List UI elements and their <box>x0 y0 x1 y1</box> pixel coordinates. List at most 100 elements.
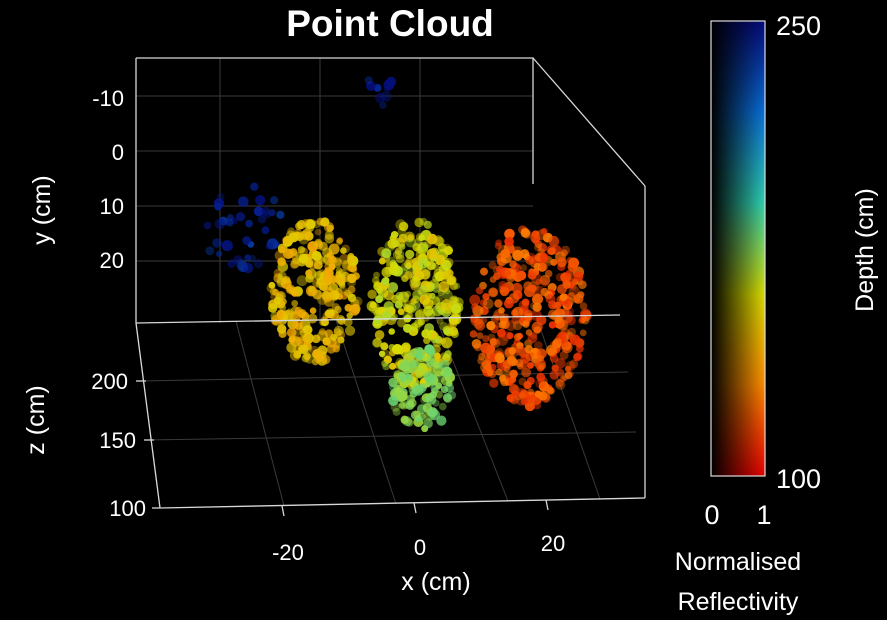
point <box>493 272 501 280</box>
point <box>282 276 291 284</box>
point <box>580 308 591 320</box>
point <box>279 304 287 312</box>
grid-line <box>139 371 629 382</box>
point <box>388 395 399 406</box>
point <box>494 353 505 364</box>
point <box>511 282 523 294</box>
point <box>323 296 335 307</box>
point <box>414 310 425 320</box>
point <box>261 206 271 216</box>
point <box>407 234 414 241</box>
point <box>373 315 383 325</box>
point <box>331 303 340 312</box>
point <box>540 278 549 287</box>
point <box>381 266 393 278</box>
point <box>412 289 423 300</box>
point <box>307 313 318 324</box>
point <box>376 286 383 294</box>
grid-line <box>335 319 397 505</box>
point <box>277 246 286 254</box>
point <box>480 361 492 373</box>
point <box>489 378 499 388</box>
point <box>423 371 434 382</box>
point <box>576 344 584 353</box>
point <box>407 398 417 408</box>
point <box>429 409 440 421</box>
point <box>342 260 353 272</box>
point <box>404 379 411 386</box>
point <box>277 257 286 267</box>
point <box>568 333 577 342</box>
point <box>412 243 421 252</box>
point <box>437 375 445 383</box>
point <box>339 254 350 265</box>
x-axis-label: x (cm) <box>401 568 470 596</box>
point <box>405 418 414 427</box>
point <box>573 271 584 282</box>
point <box>529 284 537 292</box>
point <box>341 259 352 270</box>
top-right-edge <box>532 57 646 187</box>
point <box>405 249 415 259</box>
point <box>390 261 399 270</box>
point <box>417 257 429 269</box>
point <box>509 369 518 379</box>
point <box>536 372 546 382</box>
point <box>368 302 380 314</box>
point <box>475 286 484 295</box>
point <box>421 329 431 339</box>
colorbar-label: Depth (cm) <box>851 188 879 312</box>
point <box>446 276 456 286</box>
point <box>482 335 490 343</box>
point <box>397 227 407 237</box>
point <box>447 390 457 400</box>
point <box>434 254 446 266</box>
point <box>564 365 572 373</box>
point <box>500 377 509 387</box>
reflectivity-tick-min: 0 <box>704 500 719 530</box>
point <box>254 259 264 269</box>
point <box>504 347 515 359</box>
point <box>261 226 270 235</box>
point <box>324 230 334 240</box>
point <box>289 349 301 361</box>
point <box>404 271 413 280</box>
point <box>558 319 568 330</box>
point <box>280 298 287 306</box>
point <box>567 292 576 300</box>
point <box>320 281 331 292</box>
reflectivity-label-line2: Reflectivity <box>678 588 799 616</box>
y-tick-label: 10 <box>100 194 124 219</box>
point <box>444 350 452 358</box>
point <box>288 232 299 243</box>
point <box>268 209 276 217</box>
point <box>250 182 259 191</box>
point <box>544 269 553 278</box>
point <box>553 337 563 347</box>
y-axis-ticks: -10 0 10 20 <box>92 86 124 273</box>
point <box>534 358 546 370</box>
colorbar: 250 100 0 1 Normalised Reflectivity Dept… <box>675 11 879 616</box>
point <box>563 341 572 350</box>
point <box>352 272 360 280</box>
point <box>506 332 514 340</box>
point <box>278 271 287 281</box>
point <box>441 302 453 314</box>
point <box>333 325 344 336</box>
point <box>443 328 451 336</box>
point <box>523 381 532 390</box>
point <box>480 342 492 354</box>
point <box>253 206 264 217</box>
point <box>483 298 494 310</box>
point <box>422 298 434 310</box>
point <box>367 289 377 299</box>
z-axis-ticks: 200 150 100 <box>91 369 160 521</box>
colorbar-border <box>710 20 766 477</box>
point <box>383 290 395 301</box>
y-tick-label: -10 <box>92 86 124 111</box>
point <box>507 394 517 403</box>
point <box>469 330 478 338</box>
point <box>314 238 323 247</box>
point <box>347 285 356 294</box>
point <box>347 254 355 263</box>
